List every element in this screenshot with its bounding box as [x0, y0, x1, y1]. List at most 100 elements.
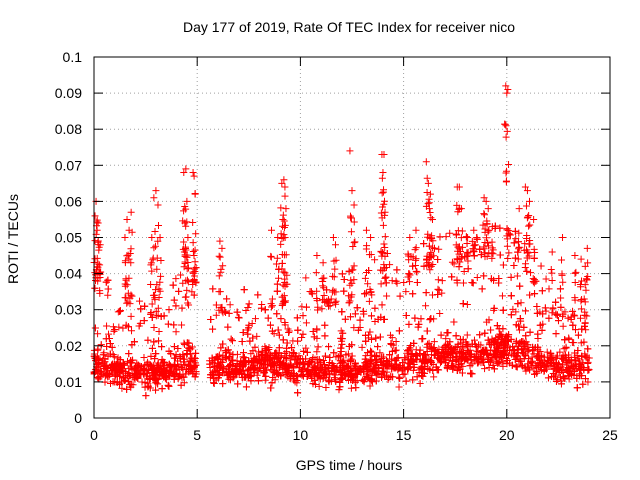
data-point [434, 290, 442, 298]
data-point [154, 304, 162, 312]
data-point [91, 212, 99, 220]
data-point [582, 286, 590, 294]
data-point [543, 348, 551, 356]
data-point [367, 375, 375, 383]
data-point [362, 289, 370, 297]
data-point [393, 266, 401, 274]
data-point [500, 340, 508, 348]
data-point [309, 328, 317, 336]
data-point [147, 280, 155, 288]
data-point [479, 221, 487, 229]
data-point [365, 297, 373, 305]
data-point [499, 261, 507, 269]
data-point [368, 348, 376, 356]
data-point [312, 269, 320, 277]
y-tick-labels: 00.010.020.030.040.050.060.070.080.090.1 [55, 49, 82, 426]
data-point [219, 355, 227, 363]
data-point [245, 300, 253, 308]
data-point [271, 354, 279, 362]
data-point [94, 277, 102, 285]
data-point [530, 245, 538, 253]
data-point [557, 380, 565, 388]
data-point [306, 370, 314, 378]
data-point [485, 316, 493, 324]
data-point [466, 362, 474, 370]
data-point [380, 264, 388, 272]
data-point [538, 287, 546, 295]
data-point [460, 268, 468, 276]
data-point [315, 382, 323, 390]
x-tick-label: 15 [396, 427, 412, 443]
data-point [275, 274, 283, 282]
data-point [572, 326, 579, 334]
data-point [144, 336, 152, 344]
data-point [177, 381, 185, 389]
data-point [128, 292, 136, 300]
data-point [273, 254, 281, 262]
data-point [362, 363, 370, 371]
data-point [224, 323, 232, 331]
data-point [430, 338, 438, 346]
data-point [424, 340, 432, 348]
data-point [142, 392, 150, 400]
data-point [411, 246, 419, 254]
data-point [278, 251, 286, 259]
data-point [294, 326, 302, 334]
x-tick-label: 10 [293, 427, 309, 443]
data-point [490, 304, 498, 312]
data-point [481, 253, 489, 261]
data-point [341, 315, 349, 323]
data-point [578, 277, 586, 285]
data-point [463, 341, 471, 349]
data-point [516, 282, 524, 290]
data-point [455, 361, 463, 369]
data-point [584, 259, 592, 267]
data-point [294, 372, 302, 380]
data-point [94, 330, 102, 338]
data-point [428, 244, 436, 252]
data-point [368, 291, 376, 299]
data-point [436, 355, 444, 363]
data-point [462, 354, 470, 362]
data-point [584, 360, 592, 368]
data-point [412, 256, 420, 264]
data-point [491, 337, 499, 345]
data-point [278, 265, 286, 273]
data-point [534, 330, 542, 338]
data-point [442, 233, 450, 241]
data-point [506, 231, 514, 239]
data-point [361, 290, 369, 298]
data-point [582, 353, 590, 361]
data-point [267, 351, 275, 359]
data-point [164, 320, 172, 328]
data-point [338, 270, 346, 278]
data-point [94, 260, 102, 268]
data-point [381, 208, 389, 216]
data-point [162, 366, 170, 374]
data-point [364, 374, 372, 382]
data-point [156, 234, 164, 241]
data-point [146, 375, 154, 383]
data-point [145, 366, 153, 374]
data-point [524, 363, 532, 371]
data-point [342, 351, 350, 359]
data-point [242, 357, 250, 365]
data-point [395, 364, 403, 372]
data-point [438, 289, 446, 297]
data-point [184, 278, 192, 286]
data-point [350, 324, 358, 332]
data-point [405, 270, 413, 278]
data-point [190, 172, 198, 180]
data-point [435, 245, 443, 253]
data-point [219, 262, 227, 270]
data-point [180, 355, 188, 363]
data-point [158, 343, 166, 351]
data-point [134, 361, 142, 369]
data-point [581, 281, 589, 289]
data-point [422, 289, 430, 297]
data-point [154, 201, 162, 209]
data-point [484, 228, 492, 236]
data-point [137, 371, 145, 379]
data-point [531, 290, 539, 298]
data-point [157, 256, 165, 264]
